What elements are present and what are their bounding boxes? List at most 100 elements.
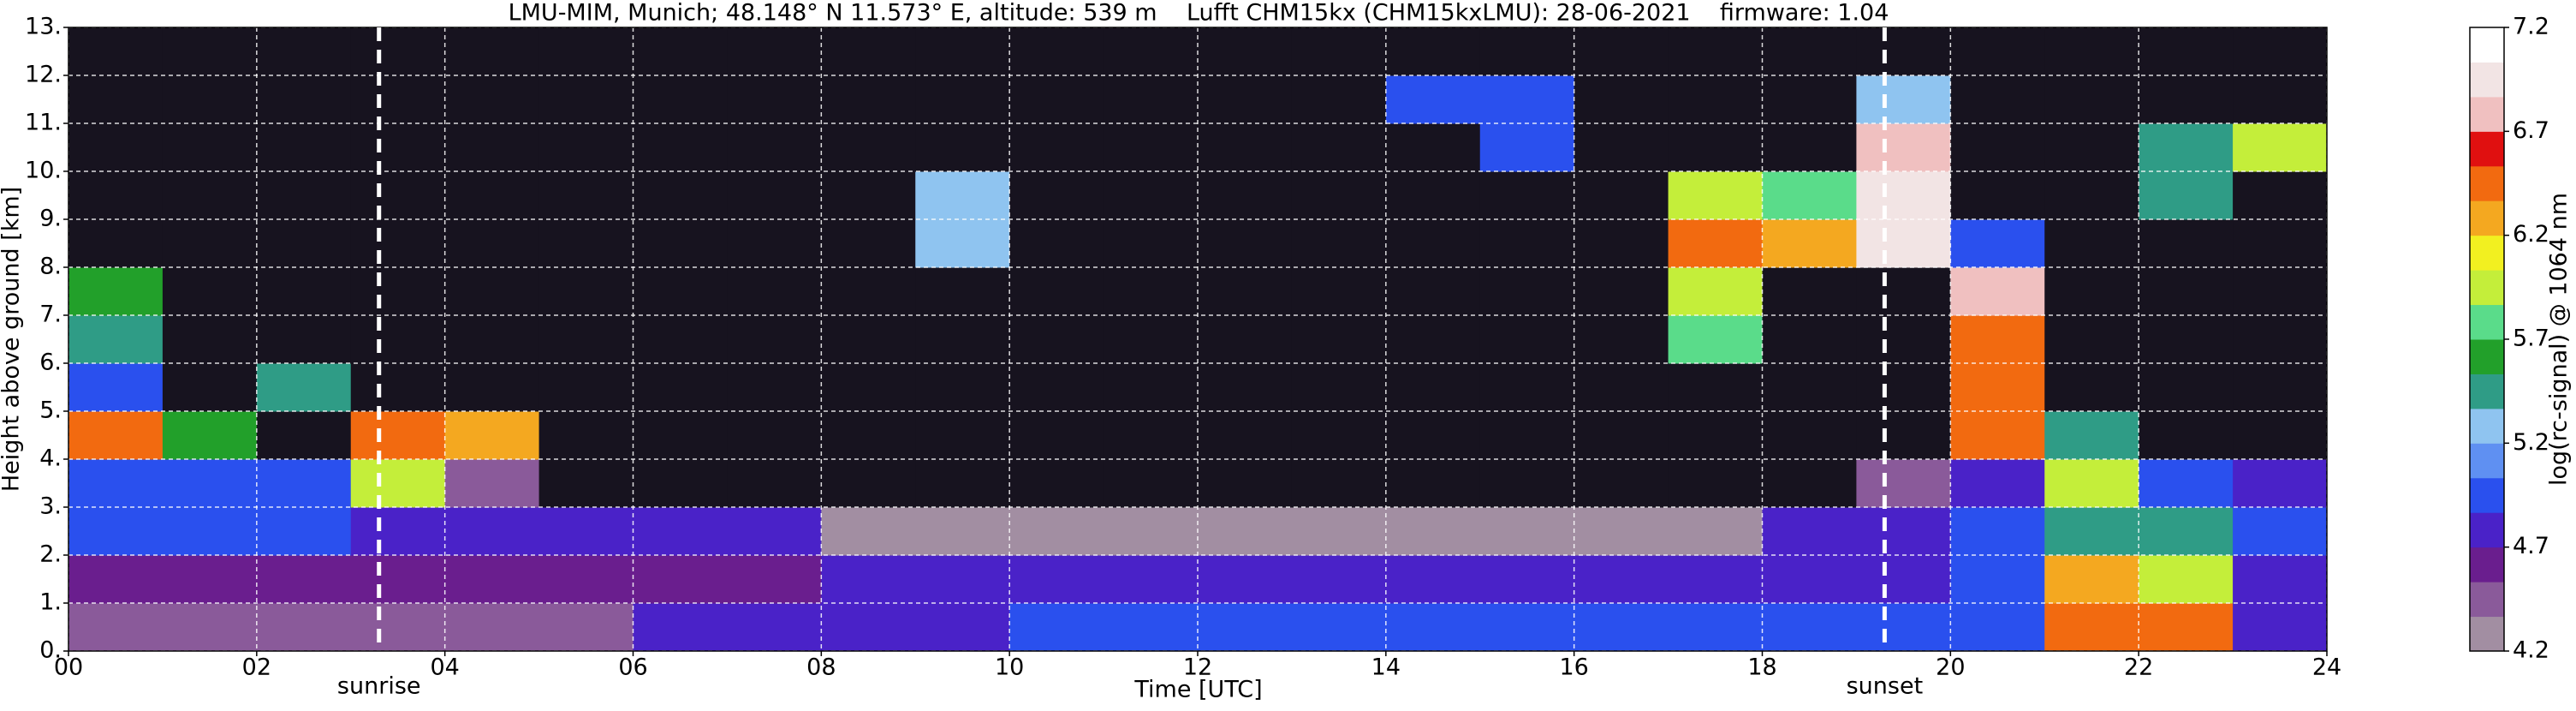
heat-cell [1762, 171, 1857, 220]
heat-cell [350, 411, 446, 460]
heat-cell [1104, 507, 1199, 556]
heat-cell [1856, 555, 1951, 604]
heat-cell [2139, 363, 2234, 412]
colorbar-tick-label: 7.2 [2513, 14, 2549, 40]
heat-cell [1104, 315, 1199, 364]
heat-cell [68, 171, 164, 220]
heat-cell [1479, 411, 1575, 460]
heat-cell [444, 411, 540, 460]
heat-cell [1762, 363, 1857, 412]
heat-cell [538, 75, 634, 124]
heat-cell [1198, 171, 1293, 220]
heat-cell [1385, 27, 1481, 76]
y-tick-label: 0. [39, 637, 62, 664]
heat-cell [68, 411, 164, 460]
heat-cell [1762, 27, 1857, 76]
colorbar-segment [2470, 547, 2504, 583]
heat-cell [256, 171, 352, 220]
heat-cell [256, 219, 352, 268]
heat-cell [2233, 171, 2328, 220]
heat-cell [162, 219, 258, 268]
heat-cell [1668, 75, 1763, 124]
heat-cell [1856, 411, 1951, 460]
heat-cell [1479, 459, 1575, 508]
x-tick-label: 08 [806, 654, 836, 681]
heat-cell [727, 123, 822, 172]
heat-cell [538, 267, 634, 316]
heat-cell [1009, 459, 1104, 508]
heat-cell [350, 27, 446, 76]
heat-cell [1574, 219, 1669, 268]
heat-cell [162, 27, 258, 76]
heat-cell [1950, 411, 2045, 460]
heat-cell [1198, 267, 1293, 316]
heat-cell [1479, 555, 1575, 604]
heat-cell [1762, 555, 1857, 604]
heat-cell [821, 315, 916, 364]
y-tick-label: 7. [39, 302, 62, 328]
heat-cell [1009, 507, 1104, 556]
heat-cell [1479, 507, 1575, 556]
heat-cell [350, 315, 446, 364]
heat-cell [633, 507, 728, 556]
heat-cell [1574, 315, 1669, 364]
heat-cell [256, 555, 352, 604]
heat-cell [1291, 315, 1387, 364]
heat-cell [2233, 603, 2328, 652]
heat-cell [915, 363, 1010, 412]
heat-cell [633, 603, 728, 652]
heat-cell [2233, 123, 2328, 172]
heat-cell [633, 555, 728, 604]
heat-cell [1762, 459, 1857, 508]
heat-cell [1856, 507, 1951, 556]
y-tick-label: 8. [39, 254, 62, 280]
heat-cell [1762, 507, 1857, 556]
heat-cell [1198, 75, 1293, 124]
heat-cell [256, 123, 352, 172]
heat-cell [1479, 267, 1575, 316]
heat-cell [1385, 603, 1481, 652]
heat-cell [821, 459, 916, 508]
heat-cell [821, 363, 916, 412]
heat-cell [633, 27, 728, 76]
heat-cell [256, 267, 352, 316]
heat-cell [1950, 267, 2045, 316]
heat-cell [68, 459, 164, 508]
heat-cell [2233, 363, 2328, 412]
heat-cell [1856, 75, 1951, 124]
heat-cell [1104, 267, 1199, 316]
colorbar-tick-label: 5.7 [2513, 326, 2549, 352]
heat-cell [1668, 27, 1763, 76]
x-axis-label: Time [UTC] [1133, 677, 1262, 703]
heat-cell [1104, 411, 1199, 460]
heat-cell [1198, 363, 1293, 412]
heat-cell [538, 555, 634, 604]
heat-cell [633, 315, 728, 364]
x-tick-label: 24 [2312, 654, 2341, 681]
heat-cell [1104, 219, 1199, 268]
heat-cell [1385, 363, 1481, 412]
heat-cell [162, 75, 258, 124]
heat-cell [1668, 411, 1763, 460]
heat-cell [1856, 603, 1951, 652]
heat-cell [1479, 171, 1575, 220]
colorbar-segment [2470, 96, 2504, 132]
heat-cell [1009, 555, 1104, 604]
colorbar-segment [2470, 616, 2504, 652]
colorbar-label: log(rc-signal) @ 1064 nm [2546, 193, 2573, 486]
heat-cell [1198, 219, 1293, 268]
heat-cell [2233, 555, 2328, 604]
heat-cell [1856, 315, 1951, 364]
y-tick-label: 13. [25, 14, 62, 40]
heat-cell [350, 123, 446, 172]
heat-cell [162, 171, 258, 220]
heat-cell [1104, 75, 1199, 124]
x-tick-label: 04 [430, 654, 459, 681]
heat-cell [1104, 27, 1199, 76]
heat-cell [1762, 75, 1857, 124]
heat-cell [1291, 267, 1387, 316]
heat-cell [444, 507, 540, 556]
colorbar-segment [2470, 27, 2504, 63]
heat-cell [633, 171, 728, 220]
